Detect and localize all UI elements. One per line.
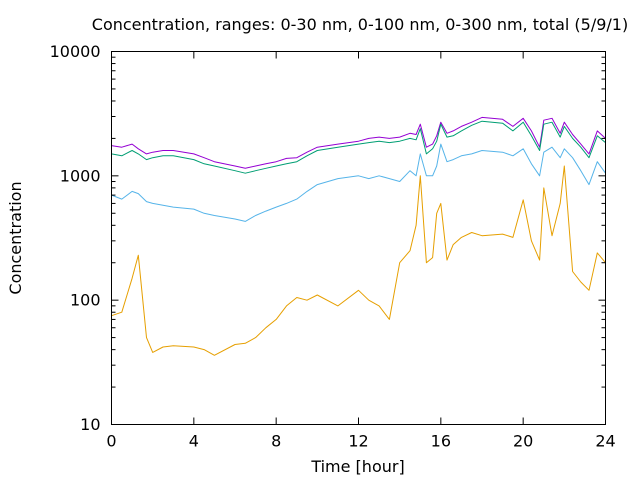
y-tick-label: 10 <box>80 415 100 434</box>
series-line-4 <box>111 165 606 356</box>
y-axis: 10 100 1000 10000 <box>50 42 606 434</box>
y-tick-label: 10000 <box>50 42 101 61</box>
series-line-2 <box>111 120 606 174</box>
y-axis-label: Concentration <box>6 181 25 294</box>
x-axis-label: Time [hour] <box>310 457 404 476</box>
chart-title: Concentration, ranges: 0-30 nm, 0-100 nm… <box>92 15 628 34</box>
y-tick-label: 1000 <box>60 166 101 185</box>
x-tick-label: 16 <box>431 432 451 451</box>
x-tick-label: 4 <box>189 432 199 451</box>
x-tick-label: 8 <box>271 432 281 451</box>
x-tick-label: 24 <box>595 432 615 451</box>
plot-frame <box>111 51 606 425</box>
plot-area: 0 4 8 12 16 20 24 10 100 1000 10000 <box>50 42 616 451</box>
series-line-1 <box>111 116 606 169</box>
x-tick-label: 20 <box>513 432 533 451</box>
series-line-3 <box>111 143 606 222</box>
x-tick-label: 0 <box>106 432 116 451</box>
y-tick-label: 100 <box>70 291 101 310</box>
x-axis: 0 4 8 12 16 20 24 <box>106 51 616 451</box>
x-tick-label: 12 <box>348 432 368 451</box>
series-group <box>111 116 606 356</box>
